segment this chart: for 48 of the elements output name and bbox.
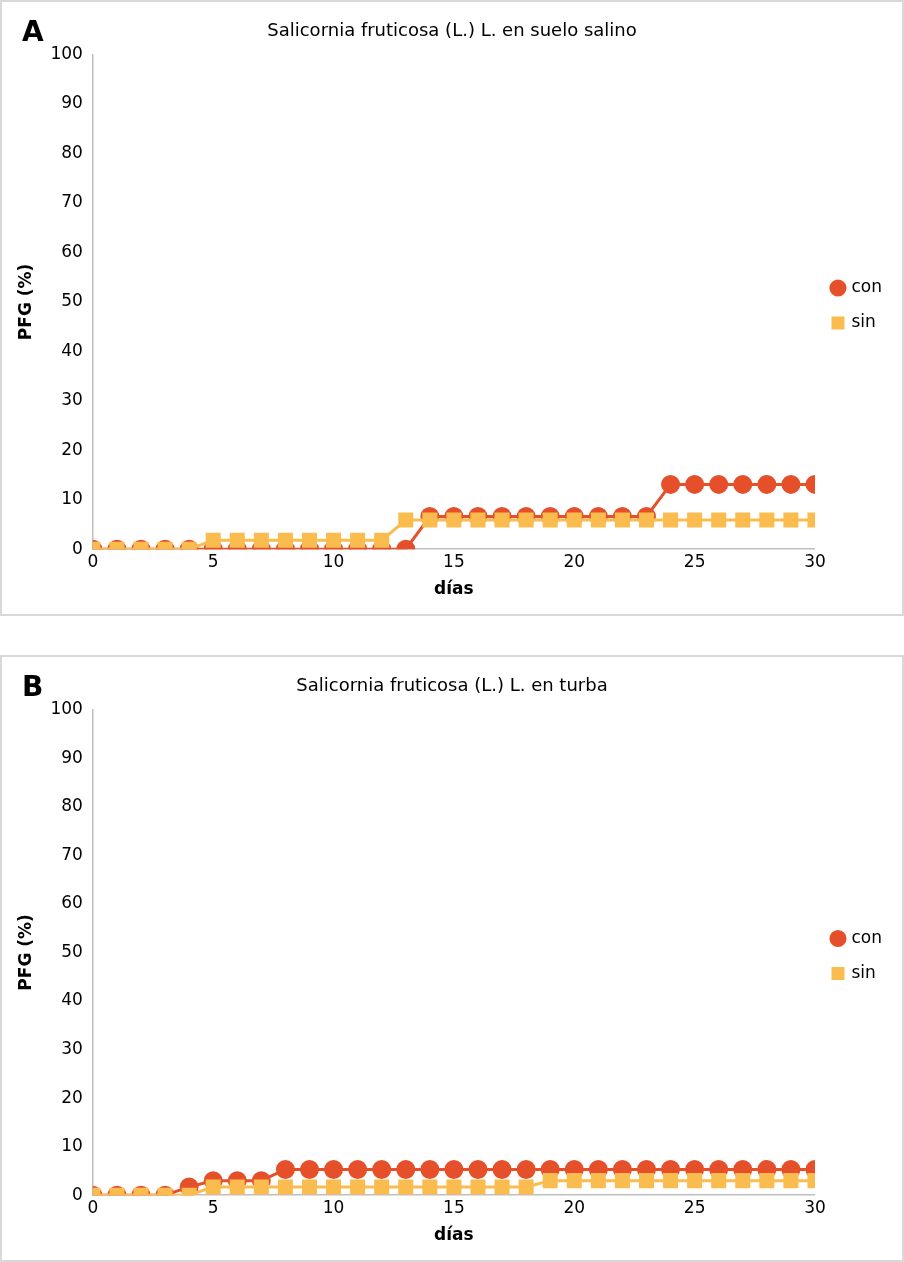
- text: A: [22, 15, 44, 49]
- y-tick-label: 30: [61, 1037, 83, 1058]
- chart-title: Salicornia fruticosa (L.) L. en turba: [296, 674, 608, 696]
- y-tick-label: 20: [61, 1086, 83, 1107]
- x-tick-label: 25: [683, 1196, 706, 1217]
- y-axis-title: PFG (%): [14, 914, 35, 991]
- x-tick-label: 10: [322, 550, 345, 571]
- x-tick-label: 5: [207, 1196, 219, 1217]
- y-tick-label: 20: [61, 438, 83, 459]
- x-tick-label: 15: [443, 1196, 465, 1217]
- x-tick-label: 15: [443, 550, 465, 571]
- legend-label: sin: [851, 311, 876, 332]
- x-axis-title: días: [434, 578, 474, 599]
- y-tick-label: 90: [61, 92, 83, 113]
- y-tick-label: 0: [72, 537, 83, 558]
- x-axis-title: días: [434, 1224, 474, 1245]
- x-tick-label: 30: [804, 1196, 826, 1217]
- x-tick-label: 0: [87, 1196, 99, 1217]
- y-tick-label: 10: [61, 1135, 83, 1156]
- chart-title: Salicornia fruticosa (L.) L. en suelo salino: [267, 19, 637, 41]
- legend-label: sin: [851, 961, 876, 982]
- y-tick-label: 40: [61, 339, 83, 360]
- legend-label: con: [851, 926, 883, 947]
- y-tick-label: 60: [61, 240, 83, 261]
- y-tick-label: 40: [61, 989, 83, 1010]
- y-tick-label: 70: [61, 191, 83, 212]
- x-tick-label: 30: [804, 550, 826, 571]
- x-tick-label: 0: [87, 550, 99, 571]
- x-tick-label: 20: [563, 550, 586, 571]
- y-tick-label: 0: [72, 1183, 83, 1204]
- y-tick-label: 30: [61, 389, 83, 410]
- y-tick-label: 70: [61, 843, 83, 864]
- y-tick-label: 100: [50, 698, 83, 719]
- text: B: [22, 670, 44, 704]
- y-tick-label: 60: [61, 892, 83, 913]
- y-tick-label: 50: [61, 290, 83, 311]
- x-tick-label: 25: [683, 550, 706, 571]
- x-tick-label: 10: [322, 1196, 345, 1217]
- x-tick-label: 5: [207, 550, 219, 571]
- y-axis-title: PFG (%): [14, 263, 35, 341]
- y-tick-label: 80: [61, 141, 83, 162]
- x-tick-label: 20: [563, 1196, 586, 1217]
- y-tick-label: 80: [61, 795, 83, 816]
- y-tick-label: 50: [61, 940, 83, 961]
- legend-label: con: [851, 276, 883, 297]
- y-tick-label: 100: [50, 43, 83, 64]
- y-tick-label: 10: [61, 488, 83, 509]
- y-tick-label: 90: [61, 746, 83, 767]
